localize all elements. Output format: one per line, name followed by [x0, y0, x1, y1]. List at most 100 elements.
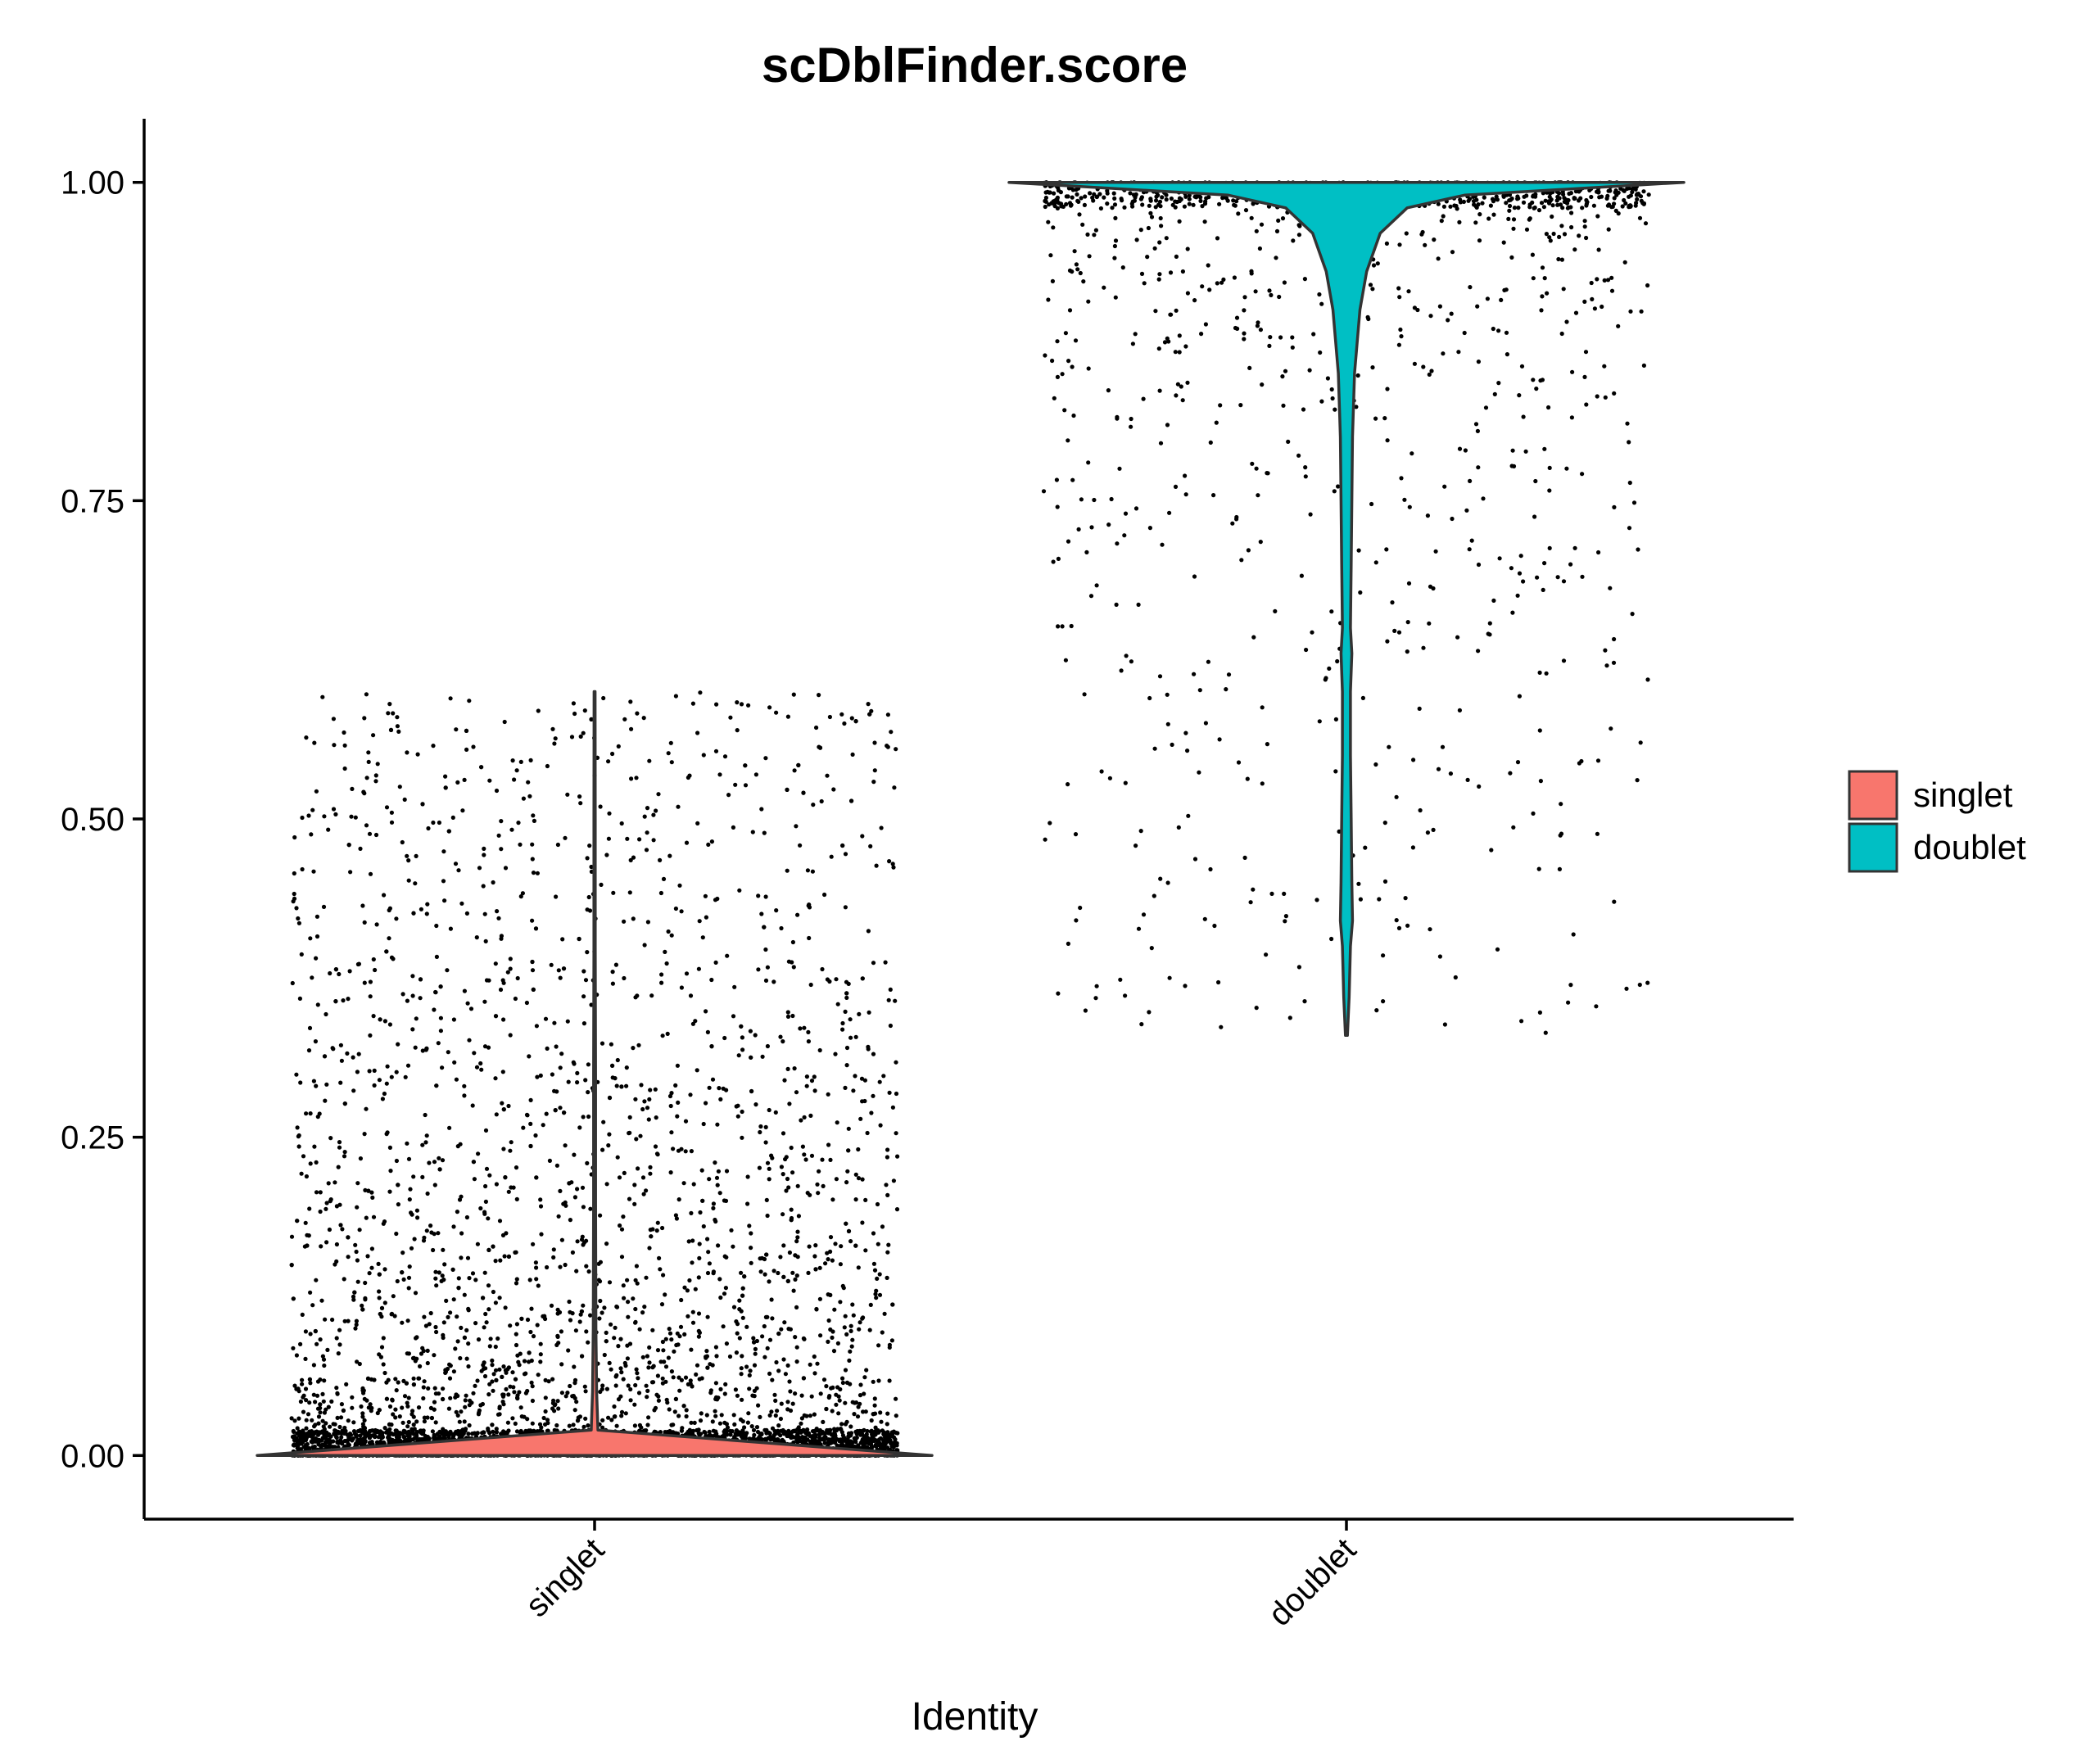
data-point: [410, 1027, 415, 1032]
data-point: [695, 1363, 700, 1368]
data-point: [773, 1438, 778, 1443]
data-point: [513, 1377, 518, 1382]
data-point: [631, 916, 636, 921]
data-point: [537, 1428, 543, 1433]
data-point: [830, 1258, 835, 1263]
data-point: [467, 1038, 472, 1043]
data-point: [427, 1322, 432, 1327]
data-point: [350, 786, 355, 792]
data-point: [355, 1359, 360, 1364]
data-point: [407, 1264, 412, 1269]
data-point: [684, 1413, 689, 1419]
data-point: [459, 1255, 464, 1260]
data-point: [377, 1352, 382, 1357]
data-point: [641, 1192, 646, 1196]
data-point: [673, 1213, 679, 1218]
data-point: [853, 1400, 859, 1405]
data-point: [645, 806, 650, 811]
data-point: [503, 1305, 508, 1310]
data-point: [304, 1398, 309, 1403]
data-point: [756, 967, 761, 972]
data-point: [749, 1231, 753, 1236]
data-point: [763, 1124, 768, 1129]
data-point: [770, 1426, 776, 1431]
data-point: [342, 1425, 347, 1431]
data-point: [713, 749, 719, 753]
data-point: [396, 729, 401, 735]
data-point: [396, 1202, 400, 1207]
data-point: [558, 1188, 563, 1193]
data-point: [463, 1428, 468, 1433]
data-point: [534, 1277, 539, 1282]
data-point: [717, 1086, 722, 1091]
data-point: [542, 1314, 547, 1318]
data-point: [432, 1436, 437, 1441]
data-point: [518, 842, 523, 847]
data-point: [367, 831, 373, 836]
data-point: [565, 792, 570, 797]
data-point: [632, 1183, 637, 1187]
data-point: [785, 1176, 790, 1182]
data-point: [586, 894, 591, 900]
data-point: [713, 1217, 717, 1223]
data-point: [296, 920, 301, 925]
data-point: [729, 1228, 734, 1233]
data-point: [601, 1119, 606, 1124]
data-point: [453, 862, 459, 866]
data-point: [290, 980, 295, 986]
data-point: [825, 1251, 830, 1255]
data-point: [833, 1242, 838, 1246]
data-point: [628, 1386, 633, 1392]
data-point: [883, 1440, 888, 1445]
data-point: [714, 1354, 719, 1359]
data-point: [894, 1396, 898, 1401]
data-point: [462, 777, 467, 783]
data-point: [370, 1195, 375, 1200]
plot-area: [256, 180, 1686, 1458]
data-point: [575, 1187, 580, 1192]
data-point: [616, 1397, 622, 1402]
data-point: [376, 1261, 381, 1266]
data-point: [559, 1391, 565, 1395]
data-point: [724, 1422, 730, 1427]
data-point: [305, 1441, 310, 1447]
data-point: [830, 1335, 835, 1340]
data-point: [887, 1345, 892, 1350]
data-point: [441, 1386, 446, 1391]
data-point: [401, 1277, 406, 1282]
data-point: [669, 1369, 675, 1374]
data-point: [405, 1318, 410, 1323]
data-point: [509, 827, 514, 832]
data-point: [334, 1336, 339, 1341]
data-point: [576, 1418, 581, 1423]
data-point: [437, 820, 442, 825]
data-point: [574, 1400, 579, 1404]
data-point: [588, 1206, 593, 1211]
data-point: [839, 1430, 844, 1435]
data-point: [601, 695, 606, 701]
data-point: [645, 1388, 650, 1393]
data-point: [371, 733, 376, 738]
data-point: [496, 833, 501, 838]
data-point: [406, 858, 411, 863]
data-point: [342, 743, 347, 748]
data-point: [808, 1413, 813, 1418]
data-point: [465, 1001, 470, 1006]
data-point: [342, 1428, 346, 1433]
data-point: [554, 1163, 560, 1168]
data-point: [466, 1364, 471, 1369]
data-point: [621, 1283, 626, 1288]
data-point: [731, 1413, 736, 1418]
data-point: [814, 725, 819, 730]
data-point: [863, 1197, 868, 1202]
data-point: [547, 1158, 553, 1163]
data-point: [606, 759, 611, 764]
data-point: [494, 788, 500, 794]
data-point: [612, 1336, 617, 1341]
data-point: [301, 1154, 306, 1159]
data-point: [296, 1144, 301, 1149]
data-point: [813, 1433, 818, 1438]
data-point: [625, 836, 630, 841]
data-point: [382, 1267, 387, 1272]
data-point: [862, 1427, 867, 1432]
